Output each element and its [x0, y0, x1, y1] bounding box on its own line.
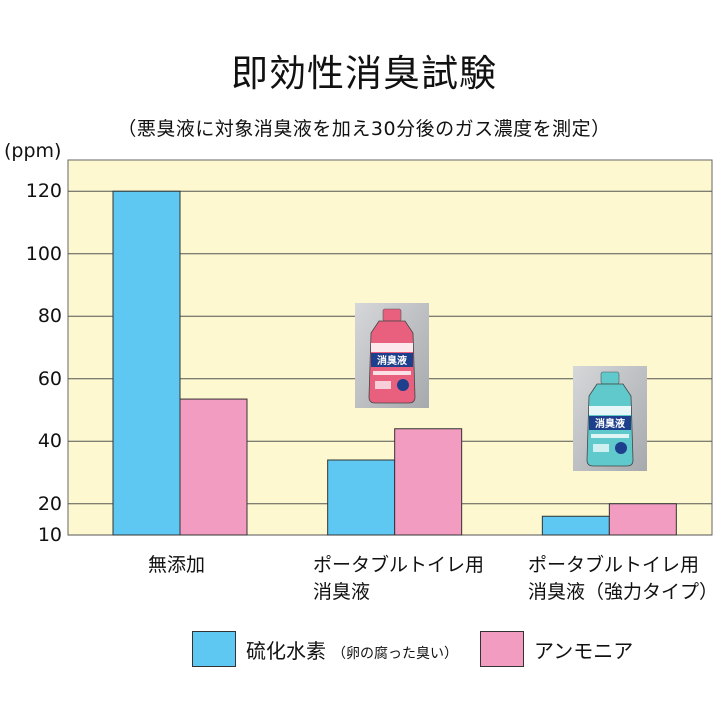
category-label: 消臭液（強力タイプ）: [528, 581, 719, 603]
y-axis-unit: (ppm): [4, 140, 62, 162]
svg-text:消臭液: 消臭液: [595, 417, 625, 430]
product-bottle-image: 消臭液: [573, 366, 647, 475]
legend-swatch-ammonia: [480, 631, 524, 667]
bar: [327, 459, 396, 536]
bar: [541, 515, 610, 536]
y-tick-label: 100: [25, 242, 62, 265]
svg-text:消臭液: 消臭液: [377, 354, 407, 367]
category-label: 無添加: [148, 554, 206, 576]
category-label: ポータブルトイレ用: [528, 554, 700, 576]
y-tick-label: 20: [37, 492, 62, 515]
y-tick-label: 80: [37, 305, 62, 328]
bar: [394, 428, 463, 536]
y-tick-label: 40: [37, 430, 62, 453]
legend-label-ammonia: アンモニア: [534, 639, 634, 663]
legend-series-note: （卵の腐った臭い）: [332, 646, 458, 662]
category-label: 消臭液: [313, 581, 371, 603]
product-bottle-image: 消臭液: [355, 303, 429, 412]
legend-series-name: 硫化水素: [246, 639, 326, 663]
legend-label-hydrogen-sulfide: 硫化水素 （卵の腐った臭い）: [246, 638, 458, 667]
category-label: ポータブルトイレ用: [313, 554, 485, 576]
bar: [179, 398, 248, 536]
chart-subtitle: （悪臭液に対象消臭液を加え30分後のガス濃度を測定）: [117, 118, 611, 140]
y-tick-label: 10: [37, 524, 62, 546]
bar: [112, 190, 181, 536]
bar: [608, 503, 677, 536]
legend-swatch-hydrogen-sulfide: [192, 631, 236, 667]
chart-title: 即効性消臭試験: [231, 52, 497, 95]
y-tick-label: 120: [25, 180, 62, 203]
y-tick-label: 60: [37, 367, 62, 390]
